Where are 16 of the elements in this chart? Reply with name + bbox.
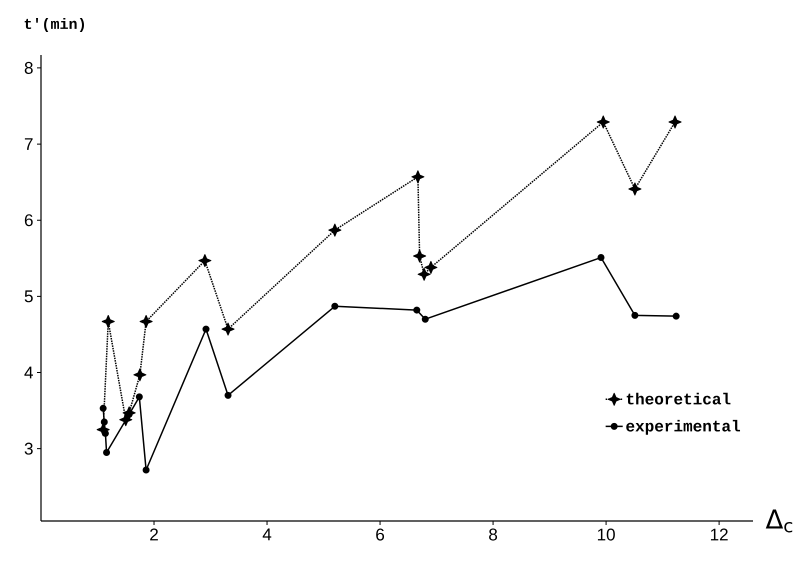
x-tick-label: 8 bbox=[489, 528, 498, 541]
y-tick-label: 6 bbox=[24, 214, 33, 226]
y-axis-title: t'(min) bbox=[24, 18, 84, 32]
legend-label: experimental bbox=[626, 420, 740, 435]
x-axis-title: Δ$_{c}$ bbox=[766, 510, 792, 532]
y-tick-label: 7 bbox=[24, 138, 33, 150]
x-tick-label: 2 bbox=[150, 528, 158, 540]
legend-label: theoretical bbox=[626, 392, 730, 404]
x-tick-label: 6 bbox=[376, 528, 384, 541]
y-tick-label: 5 bbox=[24, 290, 33, 302]
y-tick-label: 8 bbox=[24, 62, 33, 74]
y-tick-label: 3 bbox=[24, 442, 33, 455]
y-tick-label: 4 bbox=[24, 366, 33, 378]
x-tick-label: 12 bbox=[710, 528, 728, 540]
x-tick-label: 4 bbox=[262, 528, 272, 540]
x-tick-label: 10 bbox=[598, 528, 615, 541]
